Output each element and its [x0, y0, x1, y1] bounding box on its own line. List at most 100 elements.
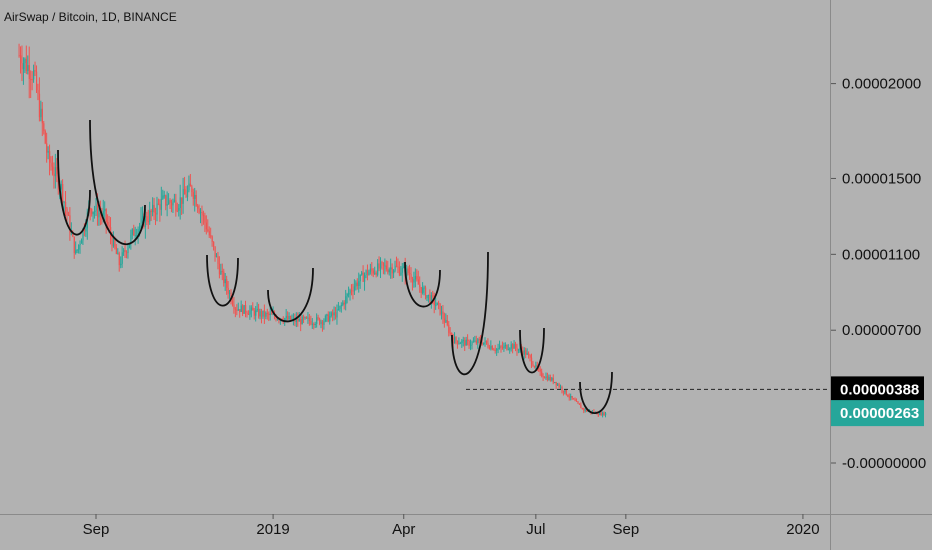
candle-body: [95, 204, 97, 211]
candle-body: [89, 208, 91, 210]
candle-body: [554, 381, 556, 383]
candle-body: [422, 287, 424, 293]
candle-body: [246, 312, 248, 314]
candle-body: [176, 210, 178, 212]
time-axis[interactable]: Sep 2019 Apr Jul Sep 2020: [83, 514, 820, 538]
candle-body: [141, 216, 144, 219]
candle-body: [136, 235, 138, 237]
candle-body: [201, 212, 203, 216]
candle-body: [364, 275, 366, 282]
y-tick-label: 0.00001500: [842, 170, 921, 187]
candle-body: [310, 320, 312, 325]
candle-body: [564, 390, 566, 393]
candle-body: [497, 348, 499, 350]
candle-body: [179, 197, 181, 209]
price-axis[interactable]: 0.00002000 0.00001500 0.00001100 0.00000700…: [831, 76, 926, 472]
candle-body: [377, 263, 379, 275]
candle-body: [599, 412, 601, 416]
candle-body: [343, 302, 345, 305]
candle-body: [448, 324, 450, 333]
candle-body: [578, 403, 581, 405]
candle-body: [41, 108, 43, 124]
candle-body: [411, 279, 414, 283]
candle-body: [532, 364, 534, 367]
candle-body: [269, 313, 271, 316]
candle-body: [339, 305, 341, 310]
candle-body: [440, 311, 443, 315]
candle-body: [231, 301, 234, 305]
candle-body: [442, 311, 444, 319]
candle-body: [51, 166, 54, 174]
candle-body: [526, 353, 528, 355]
candle-body: [427, 294, 430, 296]
candle-body: [157, 203, 160, 205]
candle-body: [391, 267, 393, 274]
candle-body: [104, 209, 106, 212]
candle-body: [356, 282, 358, 286]
candle-body: [72, 232, 74, 237]
candle-body: [317, 317, 319, 319]
candle-body: [78, 244, 80, 250]
candle-body: [407, 268, 409, 274]
candle-body: [194, 195, 196, 199]
candle-body: [207, 229, 209, 232]
candle-body: [159, 204, 161, 210]
candle-body: [205, 222, 208, 230]
candle-body: [35, 71, 38, 91]
price-tag: 0.00000263: [831, 400, 924, 427]
candle-body: [208, 231, 210, 236]
candle-body: [330, 312, 332, 317]
candle-body: [545, 376, 547, 379]
candle-body: [250, 307, 253, 311]
price-tag-label: 0.00000388: [840, 381, 919, 398]
candle-body: [214, 246, 216, 258]
candle-body: [372, 270, 374, 274]
candle-body: [506, 345, 508, 350]
candle-body: [169, 200, 171, 203]
candle-body: [292, 318, 295, 320]
candle-body: [385, 265, 388, 270]
candle-body: [401, 267, 403, 273]
candle-body: [525, 350, 527, 355]
candle-body: [493, 349, 495, 351]
candle-body: [371, 268, 373, 271]
candle-body: [117, 253, 119, 255]
candle-body: [438, 302, 440, 304]
candle-body: [200, 212, 202, 214]
x-tick-label: Sep: [83, 521, 110, 538]
candle-body: [111, 236, 113, 247]
candle-body: [275, 316, 277, 320]
candle-body: [287, 315, 289, 320]
candle-body: [571, 396, 573, 399]
price-tag-bg: [831, 376, 924, 403]
candle-body: [133, 229, 135, 236]
candle-body: [272, 313, 274, 315]
candle-body: [44, 130, 46, 144]
candle-body: [223, 271, 225, 284]
cup-curve: [267, 267, 314, 323]
candle-body: [602, 412, 604, 416]
candle-body: [481, 342, 483, 345]
candle-body: [118, 253, 120, 266]
candle-body: [75, 250, 77, 254]
candle-body: [477, 339, 479, 344]
candle-body: [243, 305, 245, 314]
cup-curve: [57, 149, 91, 236]
candle-body: [410, 274, 412, 280]
candle-body: [429, 294, 431, 303]
candle-body: [365, 270, 367, 276]
candle-body: [308, 317, 311, 321]
candle-body: [173, 200, 176, 202]
candle-body: [210, 235, 212, 237]
candle-body: [349, 290, 351, 294]
candle-body: [561, 386, 563, 391]
candle-body: [24, 58, 26, 63]
x-tick-label: Apr: [392, 521, 415, 538]
candle-body: [31, 79, 33, 81]
y-tick-label: -0.00000000: [842, 455, 926, 472]
candle-body: [519, 348, 521, 350]
candle-body: [131, 229, 133, 235]
candle-body: [110, 227, 112, 237]
